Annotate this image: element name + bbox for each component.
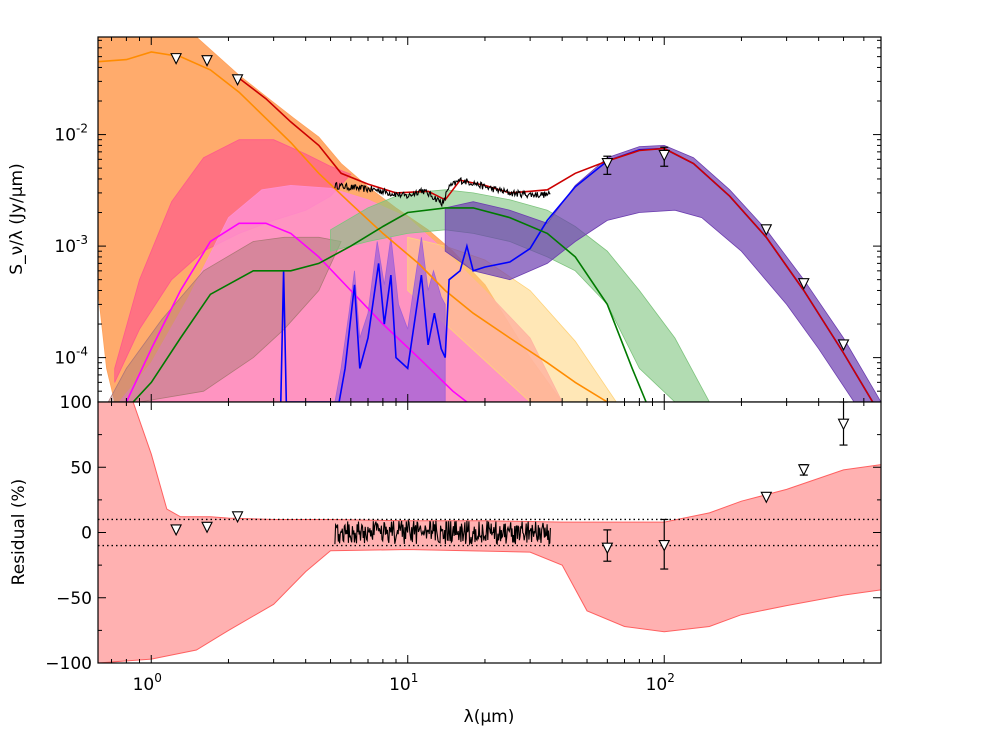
sed-upper-limit-1 xyxy=(201,55,213,67)
sed-ticks: 10-4 10-3 10-2 xyxy=(54,37,882,403)
residual-panel: −100 −50 0 50 100 100 101 102 Residual (%) λ(μm… xyxy=(9,393,882,727)
residual-upper-limit-3 xyxy=(601,542,614,555)
line-irs-spectrum xyxy=(334,176,551,208)
x-tick-label-2: 102 xyxy=(646,671,675,695)
sed-upper-limit-3 xyxy=(760,224,773,237)
line-irs-residual xyxy=(334,518,551,546)
band-cold-dust xyxy=(444,144,881,402)
sed-detection-0 xyxy=(601,157,614,170)
sed-y-tick-label-1: 10-3 xyxy=(54,233,88,257)
sed-y-tick-label-0: 10-4 xyxy=(54,345,88,369)
line-hot-dust-model xyxy=(125,222,468,402)
sed-detection-1 xyxy=(658,149,671,162)
residual-photometry xyxy=(170,402,850,570)
residual-upper-limit-6 xyxy=(797,464,810,477)
residual-y-tick-label-3: 50 xyxy=(70,458,92,478)
sed-upper-limit-0 xyxy=(170,53,182,65)
sed-upper-limit-4 xyxy=(797,278,810,290)
x-axis-label: λ(μm) xyxy=(464,707,515,727)
x-tick-label-1: 101 xyxy=(389,671,418,695)
residual-upper-limit-5 xyxy=(760,491,773,504)
sed-photometry xyxy=(170,53,850,352)
residual-upper-limit-2 xyxy=(231,511,244,524)
residual-spectrum xyxy=(334,518,551,546)
residual-y-tick-label-2: 0 xyxy=(81,524,92,544)
residual-y-tick-label-1: −50 xyxy=(56,589,92,609)
sed-panel: 10-4 10-3 10-2 S_ν/λ (Jy/μm) xyxy=(7,36,882,403)
residual-y-tick-label-0: −100 xyxy=(45,654,92,674)
residual-upper-limit-1 xyxy=(201,521,213,534)
residual-upper-limit-4 xyxy=(658,539,671,552)
residual-y-axis-label: Residual (%) xyxy=(9,479,29,586)
sed-upper-limit-2 xyxy=(231,74,244,87)
sed-y-axis-label: S_ν/λ (Jy/μm) xyxy=(7,163,27,274)
x-tick-label-0: 100 xyxy=(133,671,162,695)
sed-upper-limit-5 xyxy=(837,339,850,352)
residual-upper-limit-7 xyxy=(837,418,850,431)
residual-upper-limit-0 xyxy=(170,524,182,537)
line-warm-model xyxy=(132,207,647,402)
sed-y-tick-label-2: 10-2 xyxy=(54,122,88,146)
residual-y-tick-label-4: 100 xyxy=(60,393,92,413)
residual-frame xyxy=(97,401,882,664)
residual-reference-lines xyxy=(98,518,881,547)
